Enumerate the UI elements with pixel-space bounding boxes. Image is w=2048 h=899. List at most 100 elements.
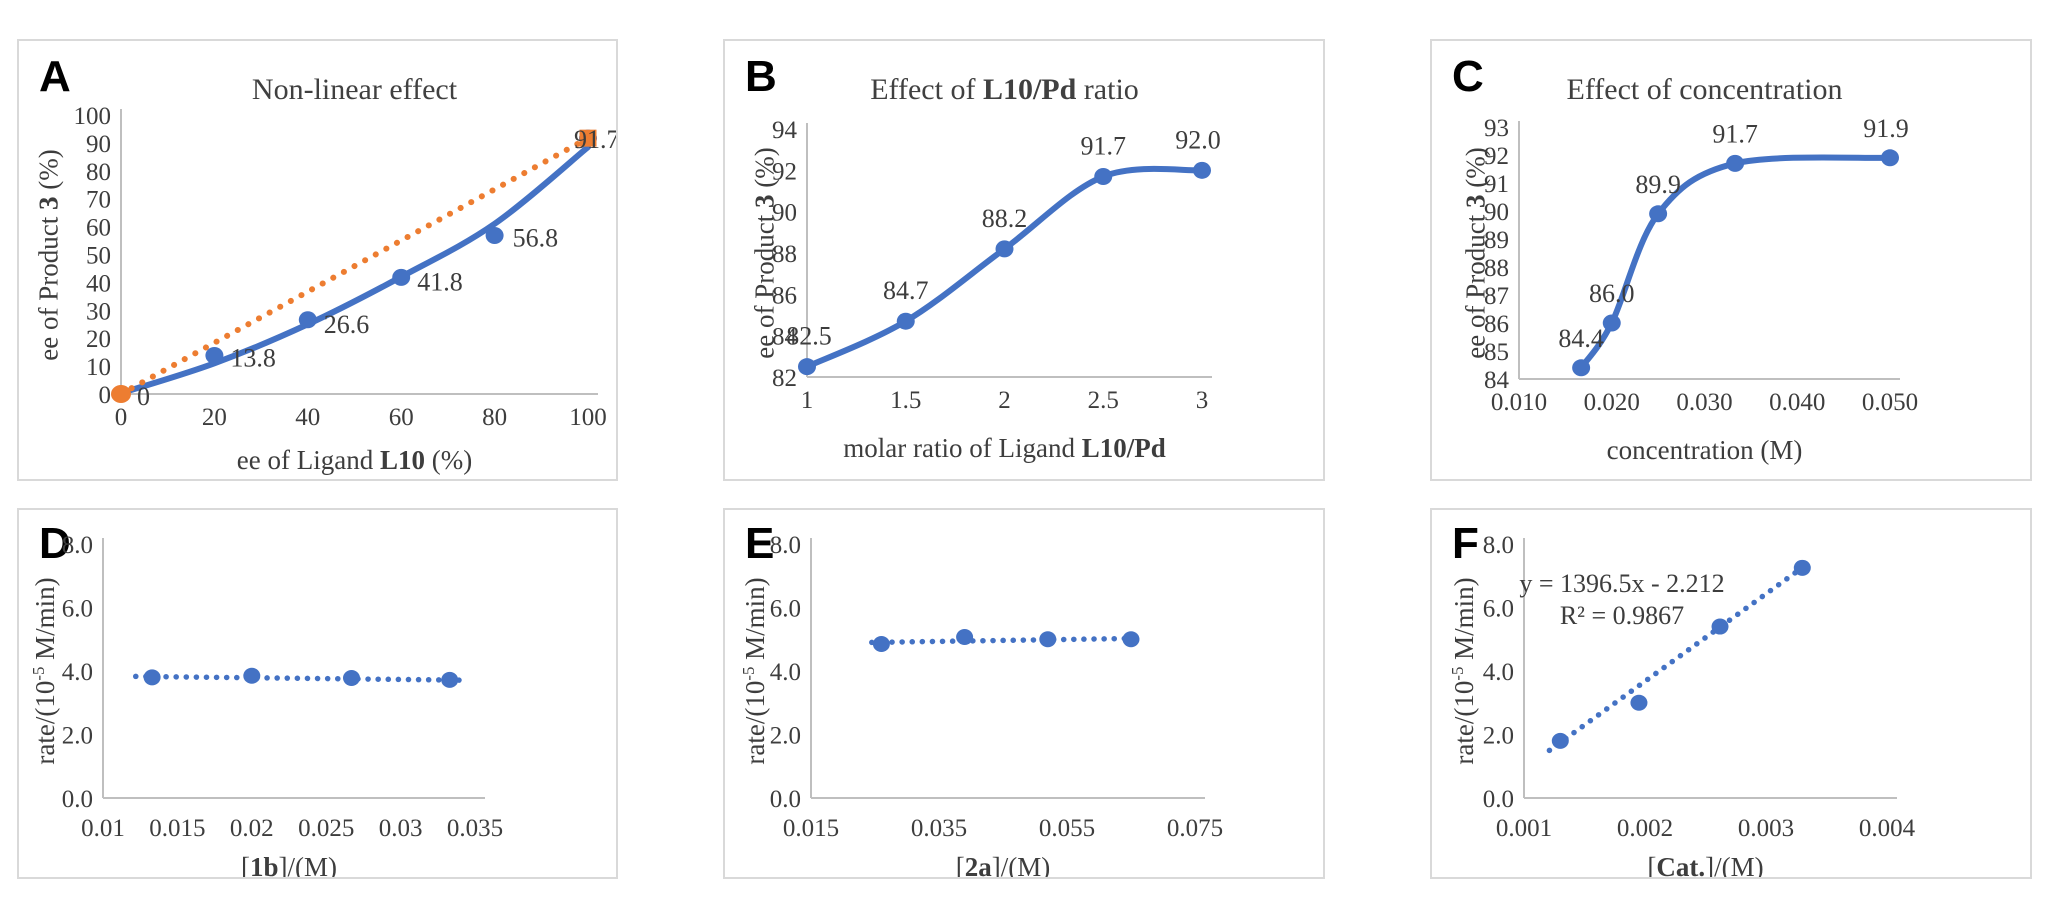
panel-letter-B: B — [745, 52, 777, 101]
x-tick-label: 100 — [569, 404, 607, 431]
panel-D-rate-vs-1b: D [1b]/(M) rate/(10-5 M/min) 0.0 2.0 4.0 6.0 8.… — [17, 508, 618, 879]
rate-vs-2a-points-marker — [956, 629, 974, 646]
x-tick-label: 60 — [389, 404, 414, 431]
y-tick-label: 94 — [772, 117, 798, 144]
panel-F-rate-vs-cat: F [Cat.]/(M) rate/(10-5 M/min) 0.0 2.0 4.0 6.0… — [1430, 508, 2032, 879]
y-tick-label: 91 — [1484, 171, 1509, 198]
data-label: 86.0 — [1589, 279, 1635, 308]
y-tick-label: 8.0 — [770, 532, 801, 559]
y-tick-label: 90 — [1484, 199, 1509, 226]
y-tick-label: 6.0 — [1483, 596, 1514, 623]
y-tick-label: 84 — [1484, 367, 1510, 394]
panel-letter-A: A — [39, 52, 71, 101]
rate-vs-2a-points-marker — [1122, 631, 1140, 648]
x-tick-label: 2.5 — [1088, 387, 1119, 414]
data-label: 0 — [137, 382, 150, 411]
ee-vs-concentration-points-marker — [1572, 359, 1591, 377]
chart-plot-E: 0.0 2.0 4.0 6.0 8.0 0.015 0.035 0.055 0.075 — [770, 532, 1223, 842]
y-tick-label: 10 — [86, 354, 111, 381]
data-label: 89.9 — [1635, 170, 1681, 199]
x-axis-title: [2a]/(M) — [955, 852, 1051, 879]
y-tick-label: 88 — [772, 241, 797, 268]
y-tick-label: 88 — [1484, 255, 1509, 282]
data-label: 41.8 — [417, 267, 463, 296]
y-tick-label: 8.0 — [62, 532, 93, 559]
rate-vs-cat-points-marker — [1551, 732, 1569, 749]
y-tick-label: 0.0 — [770, 786, 801, 813]
ee-vs-ratio-points-marker — [995, 240, 1014, 258]
y-tick-label: 4.0 — [62, 659, 93, 686]
ee-vs-ratio-line-line — [804, 165, 1205, 370]
panel-A-nonlinear-effect: A Non-linear effect ee of Ligand L10 (%) ee… — [17, 39, 618, 481]
y-tick-label: 86 — [1484, 311, 1509, 338]
x-tick-label: 0.030 — [1676, 389, 1732, 416]
y-tick-label: 89 — [1484, 227, 1509, 254]
chart-title: Non-linear effect — [251, 73, 458, 106]
x-tick-label: 2 — [998, 387, 1011, 414]
y-tick-label: 2.0 — [770, 723, 801, 750]
annotation-text: y = 1396.5x - 2.212 — [1519, 569, 1724, 598]
rate-vs-1b-points-marker — [143, 669, 161, 686]
linear-reference-end-marker — [579, 129, 597, 147]
chart-title: Effect of L10/Pd ratio — [870, 73, 1139, 106]
data-label: 84.7 — [883, 276, 929, 305]
data-label: 82.5 — [786, 322, 832, 351]
ee-vs-ratio-points-marker — [896, 312, 915, 330]
ee-vs-concentration-points-marker — [1881, 149, 1899, 167]
ee-vs-concentration-points-marker — [1726, 154, 1745, 172]
x-tick-label: 0.025 — [298, 815, 354, 842]
data-label: 26.6 — [324, 310, 370, 339]
x-axis-title: ee of Ligand L10 (%) — [236, 445, 473, 475]
panel-letter-D: D — [39, 519, 71, 568]
x-tick-label: 0.004 — [1859, 815, 1916, 842]
y-tick-label: 6.0 — [770, 596, 801, 623]
x-axis-title: molar ratio of Ligand L10/Pd — [843, 433, 1166, 463]
rate-vs-1b-points-marker — [342, 669, 360, 686]
y-tick-label: 4.0 — [770, 659, 801, 686]
x-tick-label: 0 — [115, 404, 128, 431]
y-tick-label: 8.0 — [1483, 532, 1514, 559]
y-tick-label: 80 — [86, 159, 111, 186]
y-tick-label: 93 — [1484, 115, 1509, 142]
x-tick-label: 80 — [482, 404, 507, 431]
data-label: 13.8 — [230, 343, 276, 372]
y-tick-label: 50 — [86, 243, 111, 270]
rate-vs-2a-points-marker — [1039, 631, 1057, 648]
x-tick-label: 1.5 — [890, 387, 921, 414]
chart-plot-B: 82 84 86 88 90 92 94 1 1.5 2 2.5 3 82.5 84.7 88.2 91.7 9… — [772, 117, 1221, 414]
data-label: 84.4 — [1558, 324, 1604, 353]
linear-reference-start-marker — [111, 385, 131, 403]
rate-vs-cat-fit-dotted-line — [1546, 559, 1813, 754]
product-ee-points-marker — [205, 346, 224, 364]
ee-vs-concentration-points-marker — [1649, 205, 1668, 223]
y-tick-label: 92 — [772, 158, 797, 185]
x-axis-title: [Cat.]/(M) — [1647, 852, 1764, 879]
x-tick-label: 0.002 — [1617, 815, 1673, 842]
rate-vs-1b-trend-dotted-line — [132, 673, 469, 683]
ee-vs-concentration-line-line — [1578, 154, 1893, 371]
y-tick-label: 0.0 — [1483, 786, 1514, 813]
x-tick-label: 0.015 — [149, 815, 205, 842]
x-tick-label: 0.050 — [1862, 389, 1918, 416]
x-tick-label: 0.020 — [1584, 389, 1640, 416]
y-tick-label: 70 — [86, 187, 111, 214]
ee-vs-concentration-points-marker — [1602, 314, 1621, 332]
y-tick-label: 90 — [772, 200, 797, 227]
product-ee-points-marker — [298, 311, 317, 329]
panel-C-concentration-effect: C Effect of concentration concentration (M… — [1430, 39, 2032, 481]
x-tick-label: 0.040 — [1769, 389, 1825, 416]
y-tick-label: 2.0 — [1483, 723, 1514, 750]
y-tick-label: 92 — [1484, 143, 1509, 170]
data-label: 91.7 — [574, 125, 618, 154]
rate-vs-1b-points-marker — [441, 671, 459, 688]
x-tick-label: 0.010 — [1491, 389, 1547, 416]
x-tick-label: 40 — [295, 404, 320, 431]
x-tick-label: 0.02 — [230, 815, 274, 842]
panel-letter-F: F — [1452, 519, 1479, 568]
x-tick-label: 0.03 — [379, 815, 423, 842]
chart-plot-F: 0.0 2.0 4.0 6.0 8.0 0.001 0.002 0.003 0.004 y = 1… — [1483, 532, 1916, 842]
product-ee-points-marker — [485, 227, 504, 245]
y-tick-label: 82 — [772, 365, 797, 392]
x-tick-label: 0.01 — [81, 815, 125, 842]
x-tick-label: 0.035 — [911, 815, 967, 842]
